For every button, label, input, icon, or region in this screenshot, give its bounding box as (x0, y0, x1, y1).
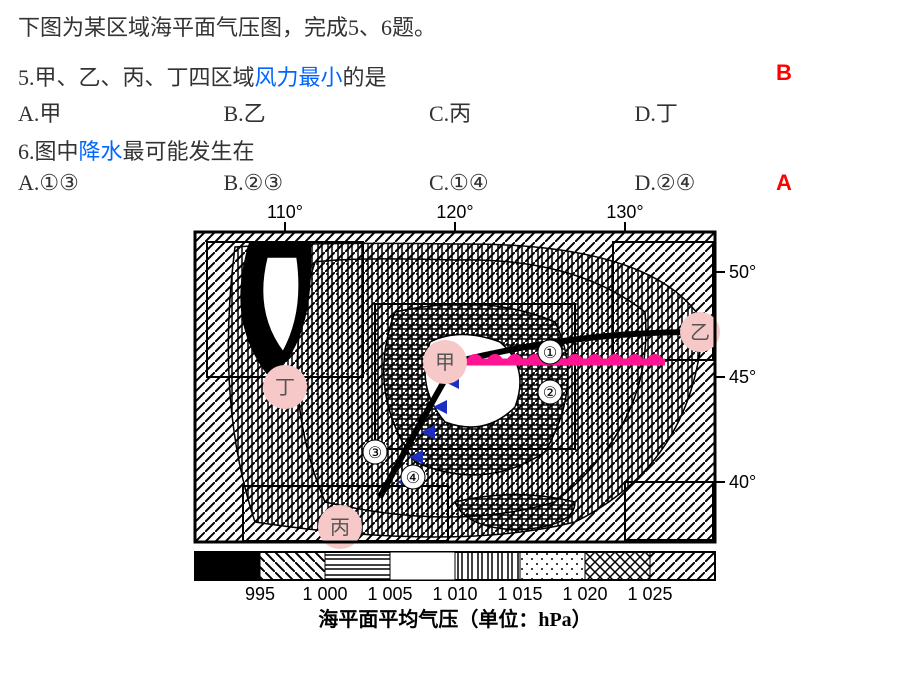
svg-text:45°: 45° (729, 367, 756, 387)
svg-text:④: ④ (406, 470, 420, 487)
svg-text:110°: 110° (267, 202, 303, 222)
q6-answer: A (776, 170, 792, 196)
q6-stem: 6.图中降水最可能发生在 (18, 134, 902, 166)
q5-answer: B (776, 60, 792, 86)
svg-text:50°: 50° (729, 262, 756, 282)
q6-options: A.①③ B.②③ C.①④ D.②④ A (18, 170, 902, 196)
q5-stem-blue: 风力最小 (255, 65, 343, 90)
q6-stem-pre: 图中 (35, 139, 79, 164)
svg-text:120°: 120° (436, 202, 473, 222)
q5-stem-pre: 甲、乙、丙、丁四区域 (35, 65, 255, 90)
svg-text:乙: 乙 (690, 322, 710, 344)
svg-text:1 010: 1 010 (432, 584, 477, 604)
svg-text:甲: 甲 (435, 352, 455, 374)
svg-text:①: ① (543, 345, 557, 362)
q5-opt-a: A.甲 (18, 96, 218, 128)
svg-text:1 000: 1 000 (302, 584, 347, 604)
q5-opt-c: C.丙 (429, 96, 629, 128)
q6-opt-a: A.①③ (18, 170, 218, 196)
q6-stem-post: 最可能发生在 (123, 139, 255, 164)
svg-text:丁: 丁 (275, 377, 295, 399)
svg-text:1 025: 1 025 (627, 584, 672, 604)
pressure-map-svg: 甲 乙丙 丁 ① ② ③ ④ 110° 120° 130° 50° 45° 40° 995 1 000 1 0… (155, 202, 765, 632)
svg-text:丙: 丙 (330, 517, 350, 539)
svg-text:130°: 130° (606, 202, 643, 222)
svg-text:1 005: 1 005 (367, 584, 412, 604)
svg-text:②: ② (543, 385, 557, 402)
intro-text: 下图为某区域海平面气压图，完成5、6题。 (18, 10, 902, 42)
q6-stem-blue: 降水 (79, 139, 123, 164)
svg-text:995: 995 (245, 584, 275, 604)
q6-opt-c: C.①④ (429, 170, 629, 196)
q5-options: A.甲 B.乙 C.丙 D.丁 (18, 96, 902, 128)
svg-text:40°: 40° (729, 472, 756, 492)
q6-num: 6. (18, 139, 35, 164)
q5-stem: 5.甲、乙、丙、丁四区域风力最小的是 B (18, 60, 902, 92)
svg-text:1 015: 1 015 (497, 584, 542, 604)
svg-text:③: ③ (368, 445, 382, 462)
q5-num: 5. (18, 65, 35, 90)
q5-opt-b: B.乙 (224, 96, 424, 128)
q5-opt-d: D.丁 (635, 96, 678, 128)
q5-stem-post: 的是 (343, 65, 387, 90)
pressure-chart: 甲 乙丙 丁 ① ② ③ ④ 110° 120° 130° 50° 45° 40° 995 1 000 1 0… (18, 202, 902, 632)
svg-text:1 020: 1 020 (562, 584, 607, 604)
q6-opt-d: D.②④ (635, 170, 696, 196)
svg-text:海平面平均气压（单位：hPa）: 海平面平均气压（单位：hPa） (318, 607, 591, 631)
q6-opt-b: B.②③ (224, 170, 424, 196)
